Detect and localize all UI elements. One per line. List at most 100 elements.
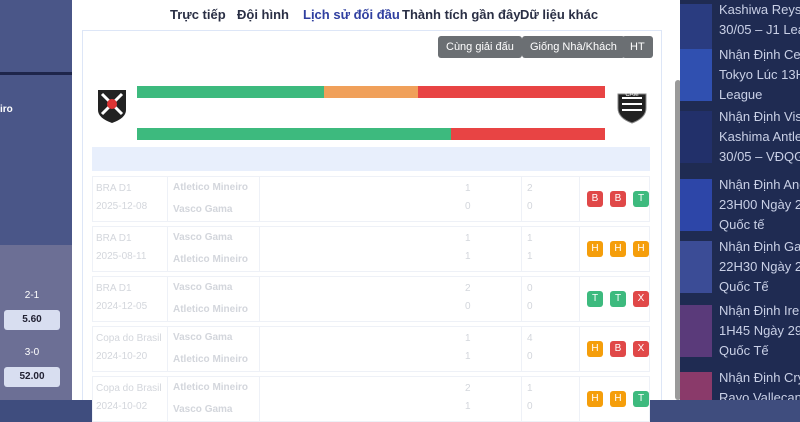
result-badge: H: [633, 241, 649, 257]
away-team: Vasco Gama: [173, 204, 233, 215]
cell-divider: [167, 227, 168, 271]
score: 2-1: [24, 290, 40, 301]
cell-divider: [259, 277, 260, 321]
match-row: Copa do Brasil 2024-10-20 Vasco Gama Atleti…: [92, 326, 650, 372]
match-row: Copa do Brasil 2024-10-02 Atletico Mineiro…: [92, 376, 650, 422]
news-line: Quốc tế: [719, 217, 765, 232]
news-line[interactable]: Nhận Định Ang: [719, 177, 800, 192]
news-thumb: [680, 179, 712, 231]
news-line: Tokyo Lúc 13H: [719, 67, 800, 82]
result-badge: H: [587, 241, 603, 257]
result-badge: H: [610, 241, 626, 257]
ht-score: 1: [527, 251, 533, 262]
cell-divider: [259, 227, 260, 271]
news-line: Quốc Tế: [719, 343, 769, 358]
match-row: BRA D1 2025-08-11 Vasco Gama Atletico Minei…: [92, 226, 650, 272]
away-team: Atletico Mineiro: [173, 304, 249, 315]
filter-button[interactable]: HT: [622, 36, 653, 58]
news-thumb: [680, 111, 712, 163]
result-badge: X: [633, 341, 649, 357]
bar-segment: [450, 128, 605, 140]
score: 2: [465, 383, 471, 394]
modal: CAM Trực tiếp Đội hình Lịch sử đối đầu Thàn…: [72, 0, 681, 422]
news-line[interactable]: Nhận Định Cry: [719, 370, 800, 385]
left-panel: iro 2-1 5.60 3-0 52.00: [0, 0, 72, 400]
result-badge: T: [610, 291, 626, 307]
score: 2: [465, 283, 471, 294]
news-thumb: [680, 305, 712, 357]
bar-segment: [137, 86, 325, 98]
svg-text:CAM: CAM: [625, 92, 638, 98]
score: 1: [465, 351, 471, 362]
news-thumb: [680, 4, 712, 56]
score: 1: [465, 401, 471, 412]
result-badge: X: [633, 291, 649, 307]
date: 2025-12-08: [96, 201, 148, 212]
news-thumb: [680, 49, 712, 101]
news-thumb: [680, 372, 712, 400]
result-badge: H: [587, 391, 603, 407]
news-line[interactable]: Kashiwa Reys: [719, 2, 800, 17]
match-row: BRA D1 2024-12-05 Vasco Gama Atletico Minei…: [92, 276, 650, 322]
cell-divider: [521, 177, 522, 221]
away-team: Atletico Mineiro: [173, 254, 249, 265]
news-line: 1H45 Ngày 29: [719, 323, 800, 338]
cell-divider: [521, 227, 522, 271]
tab[interactable]: Dữ liệu khác: [520, 7, 599, 22]
result-badge: B: [587, 191, 603, 207]
home-team: Vasco Gama: [173, 332, 233, 343]
news-line[interactable]: Nhận Định Vis: [719, 109, 800, 124]
tab[interactable]: Đội hình: [237, 7, 289, 22]
tab[interactable]: Lịch sử đối đầu: [303, 7, 400, 22]
bar-segment: [417, 86, 605, 98]
league: BRA D1: [96, 233, 132, 244]
odds-box: 5.60: [4, 310, 60, 330]
ht-score: 4: [527, 333, 533, 344]
league: Copa do Brasil: [96, 383, 162, 394]
bar-segment: [137, 128, 451, 140]
away-team: Atletico Mineiro: [173, 354, 249, 365]
cell-divider: [167, 327, 168, 371]
news-line[interactable]: Nhận Định Cer: [719, 47, 800, 62]
news-line: 22H30 Ngày 2: [719, 259, 800, 274]
tab[interactable]: Thành tích gần đây: [402, 7, 521, 22]
away-logo: CAM: [617, 92, 647, 124]
result-badge: H: [610, 391, 626, 407]
score: 1: [465, 251, 471, 262]
scrollbar[interactable]: [675, 80, 681, 400]
cell-divider: [521, 277, 522, 321]
cell-divider: [521, 377, 522, 421]
news-thumb: [680, 241, 712, 293]
home-team: Vasco Gama: [173, 282, 233, 293]
cell-divider: [259, 177, 260, 221]
news-line[interactable]: Nhận Định Irel: [719, 303, 800, 318]
date: 2024-12-05: [96, 301, 148, 312]
away-team: Vasco Gama: [173, 404, 233, 415]
cell-divider: [167, 177, 168, 221]
cell-divider: [259, 377, 260, 421]
news-line: Kashima Antle: [719, 129, 800, 144]
date: 2024-10-02: [96, 401, 148, 412]
cell-divider: [579, 377, 580, 421]
odds-box: 52.00: [4, 367, 60, 387]
ht-score: 1: [527, 383, 533, 394]
score: 3-0: [24, 347, 40, 358]
match-row: BRA D1 2025-12-08 Atletico Mineiro Vasco Ga…: [92, 176, 650, 222]
cell-divider: [259, 327, 260, 371]
news-line: 30/05 – VĐQG: [719, 149, 800, 164]
bar-segment: [324, 86, 418, 98]
score: 0: [465, 201, 471, 212]
cell-divider: [579, 227, 580, 271]
cell-divider: [521, 327, 522, 371]
filter-button[interactable]: Cùng giải đấu: [438, 36, 522, 58]
filter-button[interactable]: Giống Nhà/Khách: [522, 36, 625, 58]
league: BRA D1: [96, 183, 132, 194]
score: 1: [465, 333, 471, 344]
home-logo: [98, 90, 126, 123]
date: 2025-08-11: [96, 251, 147, 262]
team-name: iro: [0, 104, 13, 115]
tab[interactable]: Trực tiếp: [170, 7, 226, 22]
news-line[interactable]: Nhận Định Gar: [719, 239, 800, 254]
news-panel: Kashiwa Reys 30/05 – J1 Lea Nhận Định Cer T…: [680, 0, 800, 400]
result-badge: T: [633, 191, 649, 207]
